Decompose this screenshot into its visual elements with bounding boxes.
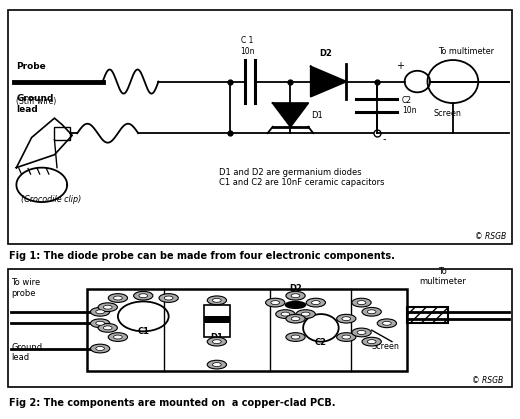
Circle shape [377, 319, 397, 328]
Circle shape [90, 308, 110, 316]
Text: Screen: Screen [372, 341, 399, 351]
Text: -: - [383, 134, 386, 144]
Circle shape [296, 310, 315, 318]
Circle shape [367, 340, 376, 344]
Circle shape [213, 363, 221, 367]
Ellipse shape [118, 301, 168, 331]
Circle shape [342, 317, 350, 321]
Circle shape [362, 337, 381, 346]
Text: Screen: Screen [434, 109, 462, 118]
Circle shape [342, 335, 350, 339]
Polygon shape [272, 103, 308, 127]
Circle shape [207, 360, 227, 369]
Circle shape [367, 310, 376, 314]
Circle shape [90, 344, 110, 353]
Bar [87, 289, 407, 372]
Text: Ground
lead: Ground lead [17, 94, 54, 114]
Circle shape [362, 308, 381, 316]
Circle shape [96, 321, 105, 325]
Circle shape [159, 294, 178, 303]
Circle shape [213, 340, 221, 344]
Text: C2: C2 [315, 338, 327, 347]
Circle shape [207, 337, 227, 346]
Circle shape [276, 310, 295, 318]
Text: +: + [396, 61, 404, 71]
Circle shape [113, 335, 122, 339]
Circle shape [286, 291, 305, 300]
Circle shape [357, 331, 366, 334]
Circle shape [108, 333, 127, 341]
Text: Ground
lead: Ground lead [11, 343, 43, 362]
Text: D2: D2 [289, 284, 302, 293]
Circle shape [301, 312, 310, 316]
Text: Probe: Probe [17, 62, 46, 71]
Circle shape [352, 298, 371, 307]
Text: (Crocodile clip): (Crocodile clip) [21, 195, 82, 204]
Bar [55, 127, 70, 140]
Circle shape [213, 298, 221, 302]
Circle shape [383, 321, 391, 325]
Circle shape [139, 294, 148, 297]
Circle shape [113, 296, 122, 300]
Bar [204, 316, 229, 323]
Bar [407, 307, 448, 323]
Circle shape [336, 314, 356, 323]
Circle shape [286, 333, 305, 341]
Circle shape [281, 312, 290, 316]
Circle shape [103, 305, 112, 309]
Circle shape [291, 317, 300, 321]
Circle shape [311, 301, 320, 305]
Text: C1: C1 [137, 326, 149, 336]
Text: D1 and D2 are germanium diodes
C1 and C2 are 10nF ceramic capacitors: D1 and D2 are germanium diodes C1 and C2… [219, 168, 385, 187]
Text: C 1
10n: C 1 10n [240, 36, 255, 56]
Text: © RSGB: © RSGB [475, 232, 506, 241]
Circle shape [291, 335, 300, 339]
Text: Fig 2: The components are mounted on  a copper-clad PCB.: Fig 2: The components are mounted on a c… [9, 398, 335, 408]
Circle shape [291, 294, 300, 297]
Circle shape [336, 333, 356, 341]
Circle shape [108, 294, 127, 303]
Circle shape [96, 347, 105, 351]
Circle shape [207, 296, 227, 305]
Text: To wire
probe: To wire probe [11, 278, 41, 298]
Text: D1: D1 [311, 111, 322, 121]
Text: C2
10n: C2 10n [402, 96, 417, 115]
Text: To
multimeter: To multimeter [419, 267, 466, 286]
Circle shape [357, 301, 366, 305]
Text: © RSGB: © RSGB [472, 376, 503, 385]
Text: (Stiff wire): (Stiff wire) [17, 97, 57, 106]
Ellipse shape [303, 314, 339, 341]
Circle shape [306, 298, 326, 307]
Bar [204, 305, 229, 337]
Circle shape [266, 298, 285, 307]
Circle shape [134, 291, 153, 300]
Text: Fig 1: The diode probe can be made from four electronic components.: Fig 1: The diode probe can be made from … [9, 251, 395, 261]
Circle shape [352, 328, 371, 337]
Text: D2: D2 [320, 49, 332, 58]
Text: D1: D1 [211, 334, 223, 342]
Circle shape [96, 310, 105, 314]
Circle shape [103, 326, 112, 330]
Circle shape [271, 301, 280, 305]
Circle shape [98, 303, 118, 312]
Circle shape [164, 296, 173, 300]
Circle shape [98, 323, 118, 332]
Circle shape [286, 314, 305, 323]
Polygon shape [311, 67, 346, 97]
Text: To multimeter: To multimeter [438, 47, 493, 56]
Ellipse shape [285, 301, 306, 308]
Circle shape [90, 319, 110, 328]
